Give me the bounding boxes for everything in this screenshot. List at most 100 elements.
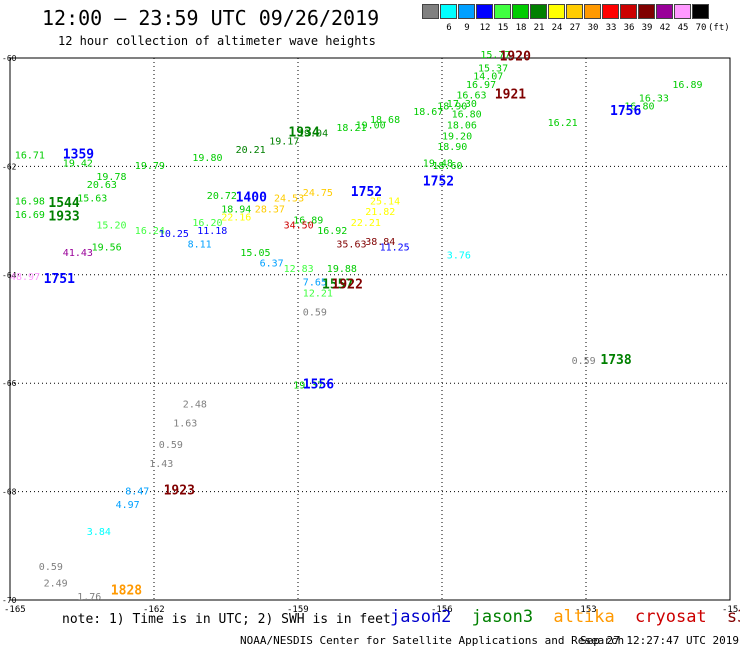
wave-height-label: 18.90 [437,142,467,153]
pass-time-label: 1557 [322,277,353,292]
wave-height-label: 19.78 [96,172,126,183]
pass-time-label: 1544 [48,196,79,211]
colorbar-label: 15 [497,23,509,33]
wave-height-label: 3.76 [447,251,471,262]
colorbar-label: 21 [533,23,545,33]
colorbar-label: 70 [695,23,707,33]
wave-height-label: 25.14 [370,196,400,207]
wave-height-label: 19.56 [92,242,122,253]
wave-height-label: 16.71 [15,150,45,161]
lat-tick-label: -70 [2,596,17,605]
colorbar-swatch [620,4,637,19]
pass-time-label: 1751 [44,272,75,287]
wave-height-label: 15.77 [480,50,510,61]
wave-height-label: 18.06 [447,120,477,131]
colorbar-swatch [584,4,601,19]
wave-height-label: 19.48 [423,158,453,169]
lon-tick-label: -162 [143,605,165,615]
wave-height-label: 16.24 [135,226,165,237]
colorbar-swatch [512,4,529,19]
wave-height-label: 18.60 [432,161,462,172]
wave-height-label: 11.18 [197,226,227,237]
wave-height-label: 16.69 [15,210,45,221]
pass-time-label: 1922 [332,277,363,292]
wave-height-label: 15.37 [478,64,508,75]
wave-height-label: 16.63 [456,91,486,102]
wave-height-label: 10.25 [159,229,189,240]
wave-height-label: 12.21 [303,288,333,299]
map-title: 12:00 – 23:59 UTC 09/26/2019 [42,6,380,30]
colorbar-swatch [530,4,547,19]
lon-tick-label: -153 [575,605,597,615]
wave-height-label: 38.84 [365,237,395,248]
colorbar-label: 6 [446,23,452,33]
pass-time-label: 1752 [423,174,454,189]
wave-height-label: 19.79 [135,161,165,172]
pass-time-label: 1752 [351,185,382,200]
lon-tick-label: -159 [287,605,309,615]
colorbar-swatch [458,4,475,19]
legend-jason3: jason3 [471,607,534,627]
wave-height-label: 16.21 [548,118,578,129]
wave-height-label: 0.59 [39,562,63,573]
lat-tick-label: -68 [2,488,17,497]
legend-jason2: jason2 [390,607,452,627]
wave-height-label: 1.76 [77,592,101,603]
legend-cryosat: cryosat [635,607,707,627]
wave-height-label: 28.37 [255,204,285,215]
wave-height-label: 16.20 [192,218,222,229]
wave-height-label: 24.75 [303,188,333,199]
wave-height-label: 16.97 [466,80,496,91]
lon-tick-label: -15 [722,605,738,615]
wave-height-label: 6.37 [260,259,284,270]
wave-height-label: 4.97 [116,500,140,511]
colorbar-swatch [602,4,619,19]
wave-height-label: 3.84 [87,527,111,538]
pass-time-label: 1400 [236,191,267,206]
colorbar-label: 12 [479,23,491,33]
wave-height-label: 15.05 [240,248,270,259]
wave-height-label: 41.43 [63,248,93,259]
pass-time-label: 1921 [495,88,526,103]
colorbar-label: 9 [464,23,470,33]
wave-height-label: 8.47 [125,486,149,497]
colorbar-swatch [566,4,583,19]
map-subtitle: 12 hour collection of altimeter wave hei… [58,34,376,48]
satellite-legend: jason2 jason3 altika cryosat s3a [390,607,740,627]
colorbar-swatch [422,4,439,19]
colorbar-swatch [638,4,655,19]
lon-tick-label: -156 [431,605,453,615]
lat-tick-label: -64 [2,271,17,280]
wave-height-label: 22.16 [221,213,251,224]
wave-height-label: 18.67 [413,107,443,118]
generated-timestamp: Sep 27 12:27:47 UTC 2019 [580,634,739,647]
wave-height-label: 7.65 [303,278,327,289]
wave-height-label: 16.80 [624,101,654,112]
colorbar-label: 36 [623,23,635,33]
wave-height-label: 16.33 [639,93,669,104]
pass-time-label: 1828 [111,584,142,599]
colorbar-swatch [656,4,673,19]
wave-height-label: 34.50 [284,221,314,232]
wave-height-label: 22.21 [351,218,381,229]
wave-height-label: 19.20 [442,131,472,142]
pass-time-label: 1920 [500,50,531,65]
wave-height-label: 48.97 [10,272,40,283]
colorbar-unit: (ft) [708,23,730,33]
colorbar-label: 18 [515,23,527,33]
wave-height-label: 19.00 [356,120,386,131]
wave-height-label: 24.53 [274,194,304,205]
colorbar-label: 45 [677,23,689,33]
wave-height-label: 21.82 [365,207,395,218]
colorbar-swatch [674,4,691,19]
pass-time-label: 1359 [63,147,94,162]
wave-height-label: 8.11 [188,240,212,251]
wave-height-label: 18.68 [370,115,400,126]
wave-height-label: 0.59 [159,440,183,451]
pass-time-label: 1556 [303,378,334,393]
wave-height-label: 19.42 [63,158,93,169]
wave-height-label: 1.43 [149,459,173,470]
lon-tick-label: -165 [4,605,26,615]
legend-s3a: s3a [726,607,740,627]
